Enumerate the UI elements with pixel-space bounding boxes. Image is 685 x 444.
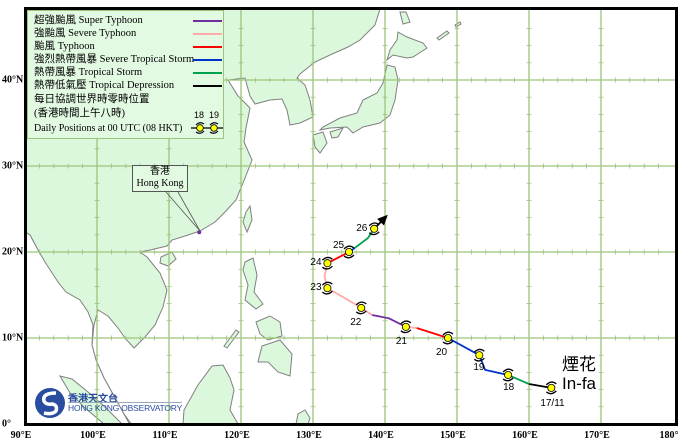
storm-name-en: In-fa [562,374,597,393]
kuril-islands [436,21,462,41]
typhoon-symbol-icon [442,331,454,345]
longitude-label: 110°E [152,430,178,441]
position-date-label: 23 [310,282,322,294]
latitude-label: 30°N [2,160,24,172]
position-date-label: 26 [356,222,368,234]
typhoon-symbol-icon [343,245,355,259]
longitude-label: 180° [659,430,679,441]
legend-line-typhoon [193,46,222,48]
position-date-label: 19 [473,362,485,374]
legend-daily-cn: 每日協調世界時零時位置 [34,94,150,105]
longitude-label: 90°E [10,430,32,441]
legend-line-tropical-depression [193,85,222,87]
longitude-label: 130°E [296,430,322,441]
storm-track [321,214,557,395]
map-frame [24,7,678,426]
typhoon-symbol-icon [502,368,514,382]
borneo [182,364,239,425]
typhoon-symbol-icon [368,222,380,236]
track-segment-typhoon [416,327,449,339]
taiwan [242,204,253,234]
mindanao [257,339,293,377]
latitude-label: 10°N [2,332,24,344]
hong-kong-name-en: Hong Kong [136,178,184,189]
track-segment-typhoon [326,251,350,264]
kyushu [312,131,328,154]
hko-logo-icon [35,388,65,418]
legend-line-tropical-storm [193,72,222,74]
typhoon-symbol-icon [195,122,205,134]
legend-line-severe-tropical-storm [193,59,222,61]
longitude-label: 100°E [80,430,106,441]
hong-kong-leader-lines [165,191,201,232]
luzon [242,257,264,310]
track-segment-super-typhoon [371,314,407,328]
sakhalin [399,11,411,25]
position-date-label: 24 [310,257,322,269]
legend-sample-day-1: 18 [194,110,205,120]
longitude-label: 160°E [512,430,538,441]
longitude-label: 150°E [440,430,466,441]
track-segment-severe-tropical-storm [447,337,509,376]
legend-label-tropical-storm: 熱帶風暴 Tropical Storm [34,67,143,78]
latitude-label: 40°N [2,74,24,86]
legend-line-severe-typhoon [193,33,222,35]
position-date-label: 22 [350,316,362,328]
position-date-label: 18 [503,381,515,393]
legend-daily-en: Daily Positions at 00 UTC (08 HKT) [34,123,183,134]
typhoon-symbol-icon [545,381,557,395]
typhoon-symbol-icon [473,348,485,362]
visayas [255,315,283,341]
hong-kong-marker [197,230,202,235]
legend-label-super-typhoon: 超強颱風 Super Typhoon [34,15,143,26]
typhoon-symbol-icon [400,320,412,334]
longitude-label: 140°E [368,430,394,441]
legend: 超強颱風 Super Typhoon 強颱風 Severe Typhoon 颱風… [27,10,224,139]
latitude-label: 0° [2,418,11,430]
legend-daily-cn-hkt: (香港時間上午八時) [34,108,125,119]
hong-kong-name-cn: 香港 [150,166,170,177]
legend-label-typhoon: 颱風 Typhoon [34,41,95,52]
position-date-label: 17/11 [540,397,565,409]
hko-name-cn: 香港天文台 [68,394,118,405]
legend-position-symbols [191,122,223,134]
longitude-label: 120°E [224,430,250,441]
hokkaido [386,31,428,62]
bay-of-bengal [24,231,131,426]
legend-sample-day-2: 19 [209,110,220,120]
storm-name: 煙花 In-fa [562,355,596,393]
typhoon-symbol-icon [321,256,333,270]
track-arrowhead-icon [377,214,388,226]
typhoon-symbol-icon [209,122,219,134]
legend-label-severe-tropical-storm: 強烈熱帶風暴 Severe Tropical Storm [34,54,195,65]
shikoku [329,127,345,139]
legend-line-super-typhoon [193,20,222,22]
palawan [223,329,240,349]
typhoon-symbol-icon [355,301,367,315]
hko-name-en: HONG KONG OBSERVATORY [68,402,183,413]
honshu [318,64,399,134]
longitude-label: 170°E [584,430,610,441]
position-date-label: 21 [395,335,407,347]
position-date-label: 25 [333,240,345,251]
storm-name-cn: 煙花 [562,355,597,374]
position-date-label: 20 [436,347,448,358]
hainan [159,251,177,267]
hong-kong-label: 香港 Hong Kong [132,165,188,192]
legend-label-tropical-depression: 熱帶低氣壓 Tropical Depression [34,80,175,91]
typhoon-symbol-icon [321,281,333,295]
legend-label-severe-typhoon: 強颱風 Severe Typhoon [34,28,137,39]
latitude-label: 20°N [2,246,24,258]
